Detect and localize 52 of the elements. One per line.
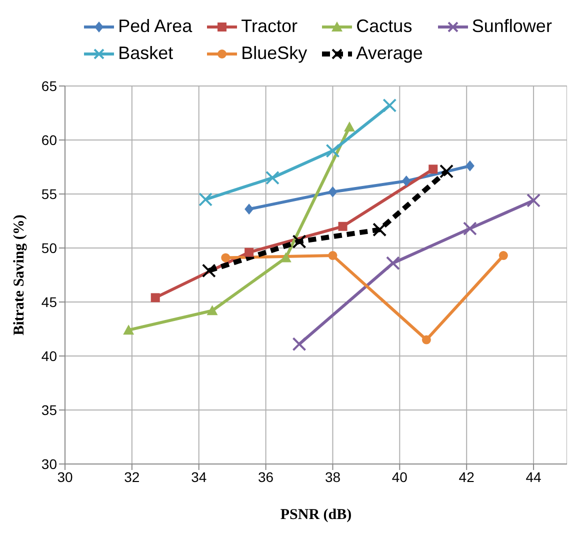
x-tick-label: 40 xyxy=(392,468,408,485)
y-tick-label: 60 xyxy=(41,132,58,148)
point xyxy=(402,176,411,187)
point xyxy=(440,164,454,178)
legend-label: Tractor xyxy=(241,16,298,37)
point xyxy=(198,192,213,206)
point xyxy=(292,234,306,249)
y-tick-label: 45 xyxy=(41,294,58,310)
legend-label: BlueSky xyxy=(241,43,308,64)
point xyxy=(328,186,338,198)
point xyxy=(328,251,338,260)
y-tick-label: 40 xyxy=(41,348,58,364)
x-tick-label: 34 xyxy=(191,468,207,485)
point xyxy=(150,293,160,302)
point xyxy=(338,222,348,231)
point xyxy=(386,256,400,270)
y-tick-label: 65 xyxy=(41,78,58,94)
legend-label: Basket xyxy=(118,43,174,64)
point xyxy=(344,122,355,132)
point xyxy=(244,204,254,215)
y-tick-label: 30 xyxy=(41,456,58,472)
point xyxy=(382,98,397,112)
y-tick-label: 55 xyxy=(41,186,58,202)
x-tick-label: 38 xyxy=(324,468,341,485)
x-tick-label: 32 xyxy=(124,468,140,485)
y-tick-label: 35 xyxy=(41,402,58,418)
point xyxy=(526,193,541,208)
point xyxy=(202,264,216,278)
legend-label: Cactus xyxy=(356,16,412,37)
point xyxy=(462,222,477,236)
x-axis-title: PSNR (dB) xyxy=(280,507,352,523)
point xyxy=(244,248,254,257)
legend-label: Sunflower xyxy=(472,16,552,37)
point xyxy=(422,335,431,344)
x-tick-label: 30 xyxy=(57,468,73,485)
point xyxy=(265,170,280,185)
point xyxy=(292,337,306,352)
legend-label: Ped Area xyxy=(118,16,192,37)
point xyxy=(123,324,134,335)
y-tick-label: 50 xyxy=(41,240,58,256)
y-axis-title: Bitrate Saving (%) xyxy=(11,214,28,336)
point xyxy=(498,251,508,260)
point xyxy=(221,253,230,262)
x-tick-label: 36 xyxy=(258,468,274,485)
point xyxy=(428,164,438,174)
point xyxy=(465,160,474,172)
x-tick-label: 42 xyxy=(458,468,475,485)
legend-label: Average xyxy=(356,43,423,64)
point xyxy=(372,222,387,237)
point xyxy=(326,144,340,158)
point xyxy=(206,305,218,316)
x-tick-label: 44 xyxy=(526,468,542,485)
